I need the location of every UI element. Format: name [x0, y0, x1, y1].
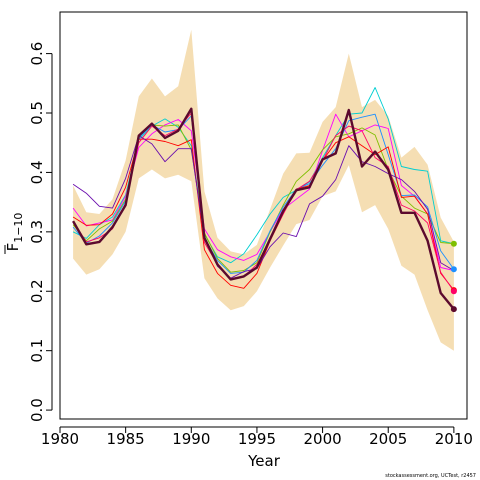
y-axis-title-main: F [4, 243, 22, 252]
y-tick-label: 0.2 [28, 279, 46, 303]
y-tick-label: 0.5 [28, 101, 46, 125]
credit-text: stockassessment.org, UCTest, r2457 [385, 473, 476, 479]
series-end-dot-6 [450, 288, 457, 295]
series-line-8 [72, 107, 455, 310]
y-axis: 0.0 0.1 0.2 0.3 0.4 0.5 0.6 [28, 42, 53, 422]
x-axis-title: Year [247, 452, 281, 470]
x-tick-label: 2005 [369, 430, 407, 448]
y-tick-label: 0.0 [28, 398, 46, 422]
y-axis-title-sub: 1−10 [12, 213, 25, 243]
x-tick-label: 1995 [238, 430, 276, 448]
x-tick-label: 2010 [435, 430, 473, 448]
y-axis-title: F1−10 [4, 213, 25, 254]
x-tick-label: 2000 [303, 430, 341, 448]
series-layer [72, 87, 455, 310]
x-tick-label: 1985 [107, 430, 145, 448]
series-end-dot-8 [450, 306, 457, 313]
x-axis: 1980 1985 1990 1995 2000 2005 2010 [41, 426, 473, 448]
y-tick-label: 0.3 [28, 220, 46, 244]
svg-text:F1−10: F1−10 [4, 213, 25, 252]
end-point-dots [450, 240, 457, 313]
y-tick-label: 0.6 [28, 42, 46, 66]
y-tick-label: 0.1 [28, 339, 46, 363]
x-tick-label: 1990 [172, 430, 210, 448]
confidence-band-layer [73, 29, 454, 351]
plot-frame [59, 11, 468, 420]
confidence-band [73, 29, 454, 351]
y-tick-label: 0.4 [28, 160, 46, 184]
series-end-dot-4 [450, 266, 457, 273]
x-tick-label: 1980 [41, 430, 79, 448]
series-line-2 [72, 113, 454, 271]
series-end-dot-3 [450, 240, 457, 247]
